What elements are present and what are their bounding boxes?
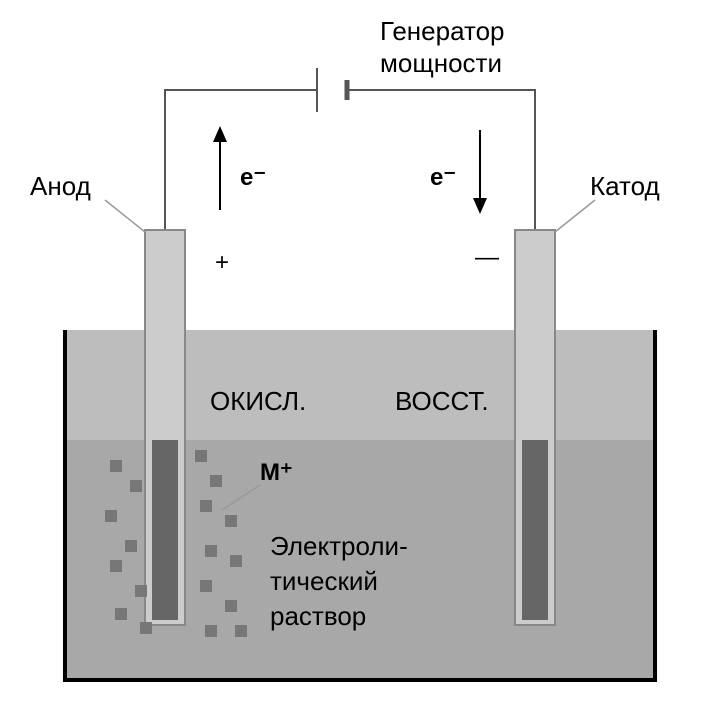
anode-electrode-inner (152, 440, 178, 620)
electron-label-left: e⁻ (240, 164, 266, 191)
cathode-leader (555, 200, 595, 232)
electrolyte-label-2: тический (270, 566, 378, 596)
generator-label-1: Генератор (380, 16, 505, 46)
ion-label: M⁺ (260, 459, 293, 486)
minus-sign: — (475, 244, 499, 271)
electron-arrow-up (213, 126, 227, 210)
cathode-label: Катод (590, 171, 660, 201)
wire-right (347, 90, 535, 230)
anode-label: Анод (30, 171, 91, 201)
generator-label-2: мощности (380, 48, 502, 78)
anode-leader (105, 200, 145, 232)
oxidation-label: ОКИСЛ. (210, 386, 306, 416)
electron-arrow-down (473, 130, 487, 214)
electron-label-right: e⁻ (430, 164, 456, 191)
wire-left (165, 90, 317, 230)
cathode-electrode-inner (522, 440, 548, 620)
electrolyte-label-1: Электроли- (270, 531, 408, 561)
reduction-label: ВОССТ. (395, 386, 489, 416)
electrolysis-diagram: + — e⁻ e⁻ Генератор мощности Анод Катод … (0, 0, 704, 703)
battery-symbol (317, 68, 347, 112)
plus-sign: + (215, 249, 229, 276)
electrolyte-label-3: раствор (270, 601, 366, 631)
